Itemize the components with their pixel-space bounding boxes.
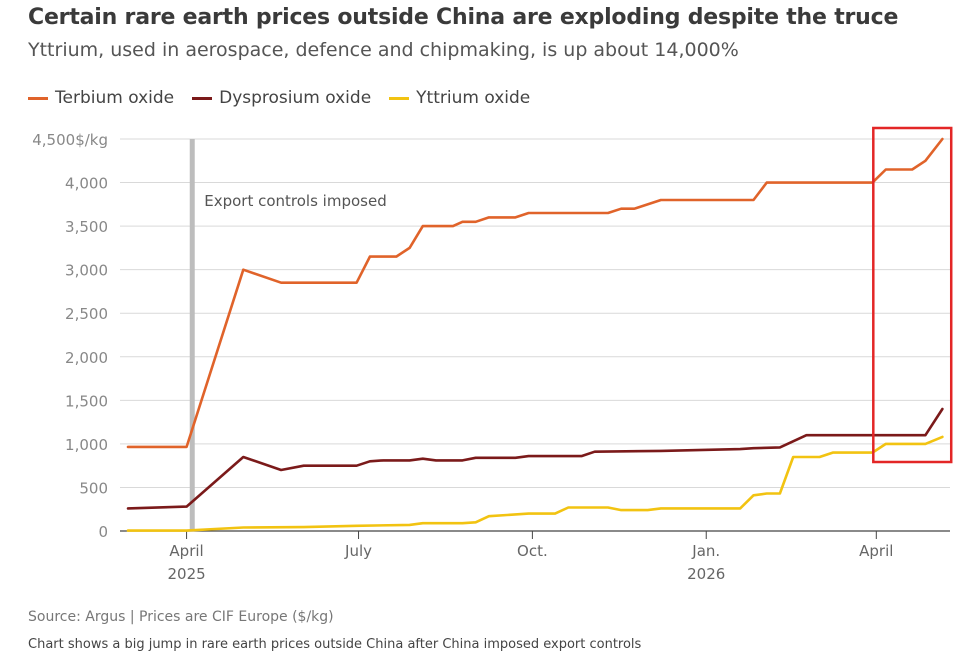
x-tick-label: April xyxy=(169,542,203,560)
legend-swatch-yttrium xyxy=(389,96,410,100)
chart-title: Certain rare earth prices outside China … xyxy=(28,5,899,30)
y-tick-label: 2,500 xyxy=(65,305,108,323)
y-tick-label: 500 xyxy=(79,479,108,497)
y-tick-label: 1,500 xyxy=(65,392,108,410)
source-note: Source: Argus | Prices are CIF Europe ($… xyxy=(28,609,334,625)
x-tick-sublabel: 2025 xyxy=(167,565,205,583)
x-tick-label: Jan. xyxy=(691,542,720,560)
x-tick-label: April xyxy=(859,542,893,560)
y-tick-label: 4,500$/kg xyxy=(32,131,108,149)
series-line-dysprosium-oxide xyxy=(126,407,944,510)
legend-label-dysprosium: Dysprosium oxide xyxy=(219,88,372,108)
y-tick-label: 3,500 xyxy=(65,218,108,236)
highlight-box xyxy=(872,126,953,464)
series-line-yttrium-oxide xyxy=(126,435,944,532)
chart-subtitle: Yttrium, used in aerospace, defence and … xyxy=(28,39,739,61)
export-controls-label: Export controls imposed xyxy=(204,192,387,210)
x-tick-sublabel: 2026 xyxy=(687,565,725,583)
legend-item-dysprosium: Dysprosium oxide xyxy=(192,88,371,108)
legend-label-terbium: Terbium oxide xyxy=(55,88,175,108)
legend-item-terbium: Terbium oxide xyxy=(28,88,174,108)
line-chart: 0 500 1,000 1,500 2,000 2,500 3,000 3,500 4,000 4… xyxy=(32,126,953,583)
legend-swatch-dysprosium xyxy=(192,96,213,100)
x-tick-label: July xyxy=(344,542,372,560)
y-tick-label: 1,000 xyxy=(65,436,108,454)
legend-item-yttrium: Yttrium oxide xyxy=(389,88,530,108)
chart-legend: Terbium oxide Dysprosium oxide Yttrium o… xyxy=(28,88,530,108)
x-tick-label: Oct. xyxy=(517,542,548,560)
legend-label-yttrium: Yttrium oxide xyxy=(416,88,531,108)
chart-caption: Chart shows a big jump in rare earth pri… xyxy=(28,637,642,652)
y-tick-label: 3,000 xyxy=(65,262,108,280)
series-line-terbium-oxide xyxy=(126,137,944,449)
y-tick-label: 2,000 xyxy=(65,349,108,367)
y-tick-label: 0 xyxy=(98,523,108,541)
y-tick-label: 4,000 xyxy=(65,175,108,193)
legend-swatch-terbium xyxy=(28,96,48,100)
